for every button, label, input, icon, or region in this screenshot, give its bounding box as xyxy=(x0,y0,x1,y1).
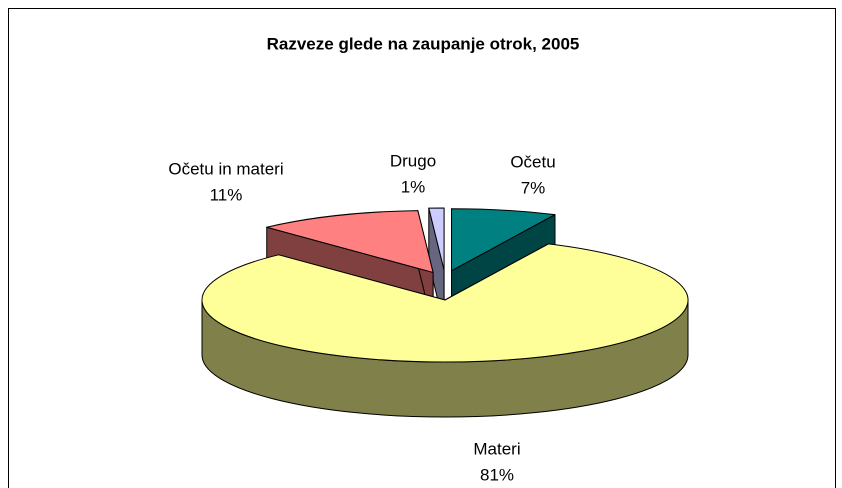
slice xyxy=(201,243,689,363)
slice-label: Drugo xyxy=(390,151,436,170)
slice xyxy=(266,210,434,273)
slice-label: Očetu xyxy=(510,152,555,171)
slice-label: Očetu in materi xyxy=(168,159,283,178)
slice-value-label: 7% xyxy=(521,178,546,197)
slice-value-label: 81% xyxy=(480,465,514,484)
slice-value-label: 11% xyxy=(210,185,243,204)
chart-title: Razveze glede na zaupanje otrok, 2005 xyxy=(267,34,580,53)
slice xyxy=(451,208,556,272)
slice-label: Materi xyxy=(473,439,520,458)
slice-value-label: 1% xyxy=(401,177,426,196)
slice xyxy=(428,207,445,271)
